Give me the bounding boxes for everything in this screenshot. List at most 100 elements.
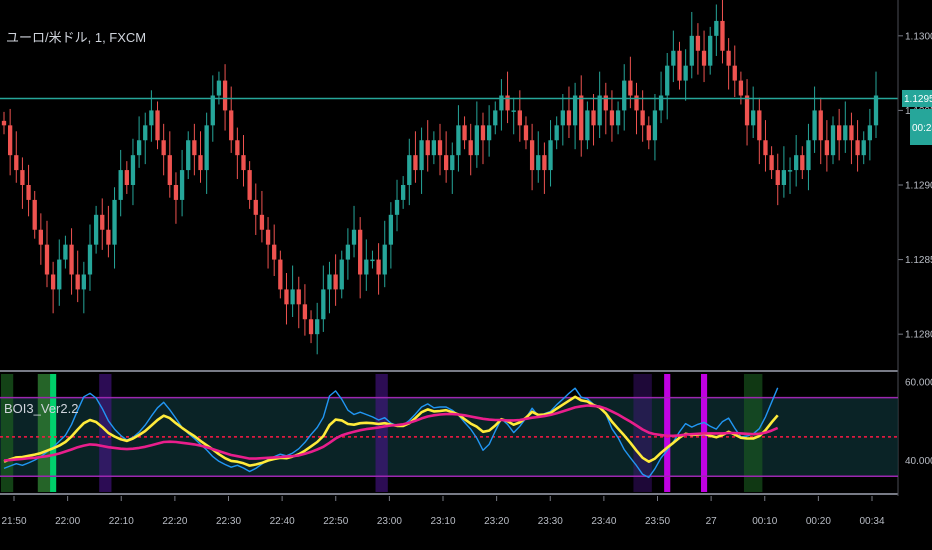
candle-body	[216, 80, 222, 96]
candle-body	[14, 155, 19, 171]
candle-body	[603, 95, 608, 111]
signal-zone	[664, 374, 671, 492]
candle-body	[431, 140, 437, 156]
candle-body	[7, 125, 13, 156]
candle-body	[308, 319, 314, 335]
time-axis: 21:50 22:00 22:10 22:20 22:30 22:40 22:50 23:00…	[1, 496, 885, 527]
time-tick-label: 27	[706, 516, 718, 527]
candle-body	[628, 80, 633, 96]
candle-body	[566, 110, 572, 126]
time-tick-label: 22:20	[162, 516, 187, 527]
signal-zone	[50, 374, 57, 492]
candle-body	[652, 110, 658, 141]
candle-body	[87, 244, 93, 275]
candle-body	[738, 80, 744, 96]
candle-body	[1, 120, 7, 126]
candle-body	[192, 140, 197, 156]
time-tick-label: 21:50	[1, 516, 26, 527]
candle-body	[247, 170, 252, 200]
candle-body	[315, 319, 320, 335]
time-tick-label: 22:00	[55, 516, 80, 527]
candle-body	[321, 289, 326, 320]
candle-body	[517, 110, 522, 126]
candle-body	[358, 229, 363, 275]
candle-body	[456, 125, 461, 156]
time-tick-label: 00:10	[752, 516, 777, 527]
oscillator-tick-label: 60.0000	[905, 377, 932, 388]
price-pane: 1.130001.129501.129001.128501.12800 ユーロ/…	[0, 0, 932, 355]
candle-body	[505, 95, 510, 111]
candle-body	[179, 170, 185, 200]
candle-body	[339, 259, 344, 290]
indicator-title: BOI3_Ver2.2	[4, 401, 78, 416]
candle-body	[112, 199, 117, 245]
time-tick-label: 23:30	[538, 516, 563, 527]
oscillator-axis: 60.0000 40.0000	[905, 377, 932, 467]
candle-body	[20, 170, 25, 185]
candle-body	[579, 95, 584, 141]
oscillator-series-line	[3, 404, 779, 462]
candle-body	[732, 65, 737, 81]
candle-body	[278, 259, 283, 290]
candle-body	[468, 140, 473, 156]
candle-body	[480, 125, 486, 141]
candle-body	[370, 259, 375, 262]
candle-body	[560, 110, 565, 126]
candle-body	[100, 214, 105, 230]
chart-title: ユーロ/米ドル, 1, FXCM	[6, 30, 146, 45]
candle-body	[572, 95, 578, 126]
candle-body	[873, 95, 879, 126]
price-tick-label: 1.12800	[905, 330, 932, 341]
candle-body	[499, 95, 504, 111]
candle-body	[290, 289, 295, 305]
candle-body	[585, 110, 590, 141]
candle-body	[26, 185, 31, 200]
candle-body	[210, 95, 215, 126]
price-tick-label: 1.13000	[905, 31, 932, 42]
candle-body	[511, 110, 516, 112]
candle-body	[32, 199, 37, 230]
candle-body	[726, 50, 731, 66]
oscillator-tick-label: 40.0000	[905, 456, 932, 467]
time-tick-label: 23:10	[430, 516, 455, 527]
candle-body	[671, 50, 676, 66]
candle-body	[124, 170, 129, 185]
candle-body	[253, 199, 258, 215]
price-tick-label: 1.12900	[905, 181, 932, 192]
candle-body	[665, 65, 670, 96]
candle-body	[837, 125, 842, 141]
countdown-label: 00:24	[912, 123, 932, 134]
candle-body	[167, 155, 172, 185]
candle-body	[413, 155, 418, 171]
time-tick-label: 22:40	[270, 516, 295, 527]
candle-body	[437, 140, 443, 156]
candle-body	[800, 155, 805, 171]
candle-body	[75, 274, 80, 290]
candle-body	[781, 170, 787, 185]
candle-body	[351, 229, 357, 245]
candle-body	[757, 110, 762, 141]
candle-body	[161, 140, 166, 156]
candle-body	[376, 259, 381, 275]
candle-body	[689, 35, 694, 66]
candle-body	[57, 259, 62, 290]
time-tick-label: 23:50	[645, 516, 670, 527]
candle-body	[388, 214, 394, 245]
candle-body	[830, 125, 836, 156]
candle-body	[333, 274, 338, 290]
oscillator-series	[3, 387, 779, 479]
candle-body	[548, 140, 553, 171]
candle-body	[443, 155, 449, 171]
candle-body	[81, 274, 86, 290]
candle-body	[474, 125, 479, 156]
candle-body	[867, 125, 873, 141]
candle-body	[44, 244, 50, 275]
candle-body	[751, 110, 756, 126]
time-tick-label: 00:20	[806, 516, 831, 527]
candle-body	[701, 50, 707, 66]
candle-body	[364, 259, 369, 275]
candle-body	[824, 140, 830, 156]
candle-body	[130, 155, 136, 185]
candle-body	[229, 110, 234, 141]
candle-body	[775, 170, 780, 185]
